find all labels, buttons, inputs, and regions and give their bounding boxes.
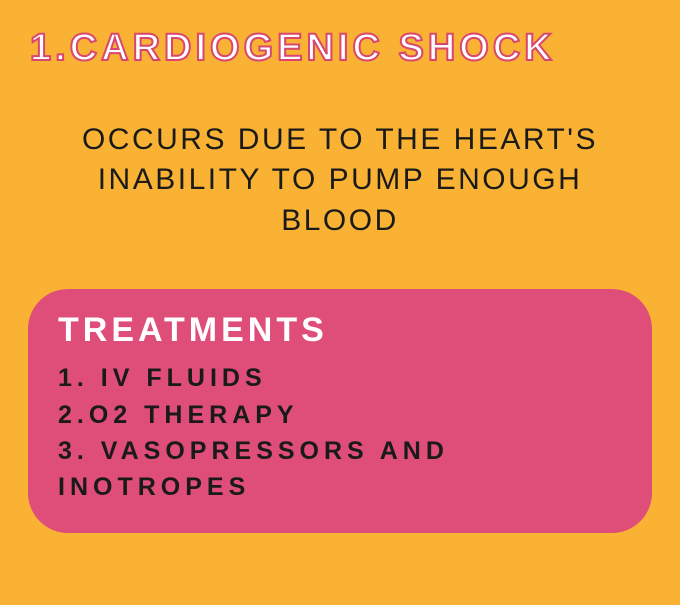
card-title: 1.CARDIOGENIC SHOCK [0,28,680,70]
treatment-item: 2.O2 THERAPY [58,397,622,433]
treatment-item: 3. VASOPRESSORS AND INOTROPES [58,433,622,506]
card-description: OCCURS DUE TO THE HEART'S INABILITY TO P… [0,70,680,290]
info-card: 1.CARDIOGENIC SHOCK OCCURS DUE TO THE HE… [0,0,680,605]
treatments-title: TREATMENTS [58,311,622,350]
treatment-item: 1. IV FLUIDS [58,360,622,396]
treatments-box: TREATMENTS 1. IV FLUIDS 2.O2 THERAPY 3. … [28,289,652,533]
treatments-list: 1. IV FLUIDS 2.O2 THERAPY 3. VASOPRESSOR… [58,360,622,505]
